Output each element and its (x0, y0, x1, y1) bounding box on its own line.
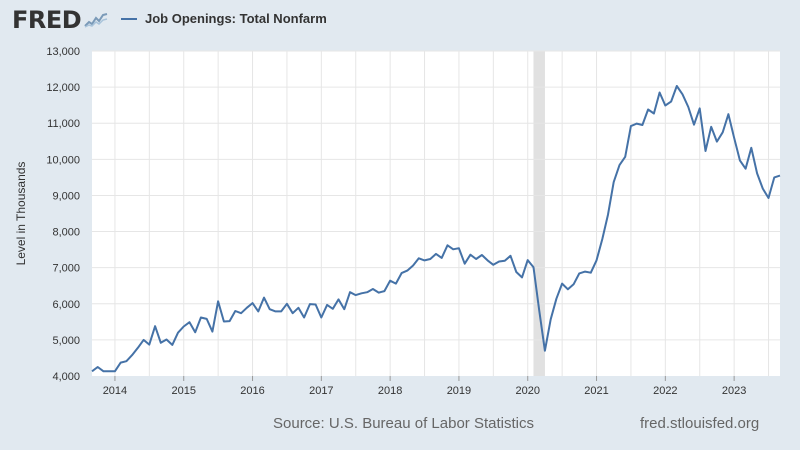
y-tick-label: 5,000 (52, 335, 80, 347)
legend-label: Job Openings: Total Nonfarm (145, 11, 327, 26)
y-tick-label: 12,000 (46, 82, 80, 94)
y-tick-label: 6,000 (52, 299, 80, 311)
recession-shading (533, 51, 545, 376)
legend-swatch (121, 17, 137, 20)
y-tick-label: 7,000 (52, 263, 80, 275)
x-tick-label: 2017 (309, 385, 333, 397)
fred-logo[interactable]: FRED (12, 6, 109, 34)
x-tick-label: 2015 (171, 385, 195, 397)
x-tick-label: 2019 (447, 385, 471, 397)
y-axis-title: Level in Thousands (14, 162, 28, 266)
y-tick-label: 9,000 (52, 190, 80, 202)
spark-chart-icon (84, 12, 109, 28)
x-tick-label: 2022 (653, 385, 677, 397)
series-line (91, 85, 781, 373)
y-tick-label: 13,000 (46, 46, 80, 58)
y-tick-label: 11,000 (47, 118, 80, 130)
x-tick-label: 2021 (584, 385, 608, 397)
y-tick-label: 8,000 (52, 227, 80, 239)
x-tick-label: 2020 (515, 385, 539, 397)
x-tick-label: 2018 (378, 385, 402, 397)
source-note: Source: U.S. Bureau of Labor Statistics (273, 415, 534, 432)
y-tick-label: 4,000 (52, 371, 80, 383)
x-tick-label: 2016 (240, 385, 264, 397)
x-tick-label: 2023 (722, 385, 746, 397)
site-link[interactable]: fred.stlouisfed.org (640, 415, 760, 432)
fred-logo-text: FRED (12, 6, 82, 34)
x-tick-label: 2014 (103, 385, 127, 397)
chart-legend: Job Openings: Total Nonfarm (121, 11, 327, 26)
plot-area (92, 51, 780, 376)
y-tick-label: 10,000 (46, 154, 80, 166)
